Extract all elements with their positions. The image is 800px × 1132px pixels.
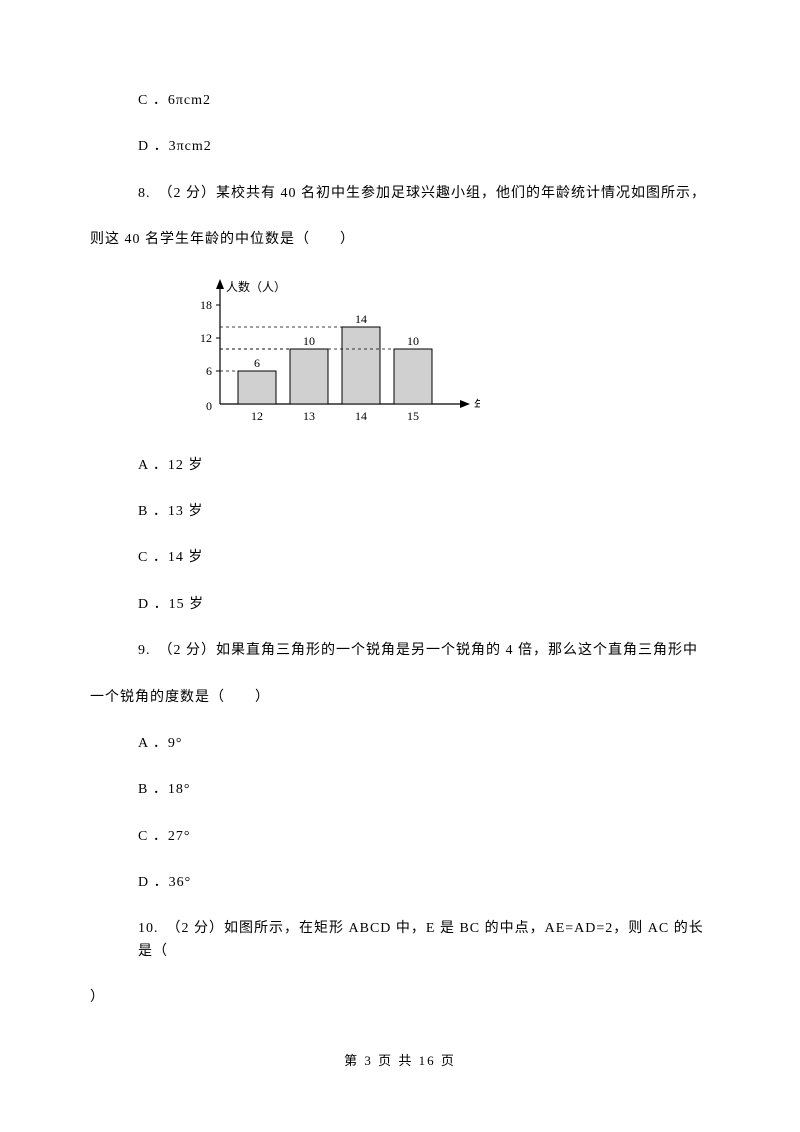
- q7-option-c: C ．6πcm2: [90, 90, 710, 112]
- q8-option-b: B ．13 岁: [90, 501, 710, 523]
- q10-stem-line2: ）: [90, 987, 710, 1009]
- q9-stem-line2: 一个锐角的度数是（ ）: [90, 687, 710, 709]
- svg-text:14: 14: [355, 409, 367, 423]
- svg-text:15: 15: [407, 409, 419, 423]
- svg-text:0: 0: [206, 399, 212, 413]
- q9-stem-line1: 9. （2 分）如果直角三角形的一个锐角是另一个锐角的 4 倍，那么这个直角三角…: [90, 640, 710, 662]
- svg-text:年龄（岁）: 年龄（岁）: [474, 397, 480, 412]
- q10-stem-line1: 10. （2 分）如图所示，在矩形 ABCD 中，E 是 BC 的中点，AE=A…: [90, 918, 710, 963]
- q9-option-b: B ．18°: [90, 779, 710, 801]
- svg-text:13: 13: [303, 409, 315, 423]
- svg-text:12: 12: [251, 409, 263, 423]
- svg-text:12: 12: [200, 331, 212, 345]
- q8-option-d: D ．15 岁: [90, 594, 710, 616]
- svg-text:10: 10: [407, 334, 419, 348]
- age-bar-chart: 6 12 18 0 人数（人） 年龄（岁） 6 12 10 13 14 14 10 15: [180, 276, 480, 431]
- q9-option-c: C ．27°: [90, 826, 710, 848]
- q9-option-a: A ．9°: [90, 733, 710, 755]
- svg-text:人数（人）: 人数（人）: [226, 279, 286, 294]
- page-footer: 第 3 页 共 16 页: [0, 1051, 800, 1072]
- q7-option-d: D ．3πcm2: [90, 136, 710, 158]
- q8-stem-line2: 则这 40 名学生年龄的中位数是（ ）: [90, 229, 710, 251]
- q8-option-c: C ．14 岁: [90, 547, 710, 569]
- q9-option-d: D ．36°: [90, 872, 710, 894]
- q8-option-a: A ．12 岁: [90, 455, 710, 477]
- svg-text:6: 6: [206, 364, 212, 378]
- q8-stem-line1: 8. （2 分）某校共有 40 名初中生参加足球兴趣小组，他们的年龄统计情况如图…: [90, 183, 710, 205]
- svg-text:18: 18: [200, 298, 212, 312]
- svg-text:6: 6: [254, 356, 260, 370]
- svg-text:14: 14: [355, 312, 367, 326]
- svg-text:10: 10: [303, 334, 315, 348]
